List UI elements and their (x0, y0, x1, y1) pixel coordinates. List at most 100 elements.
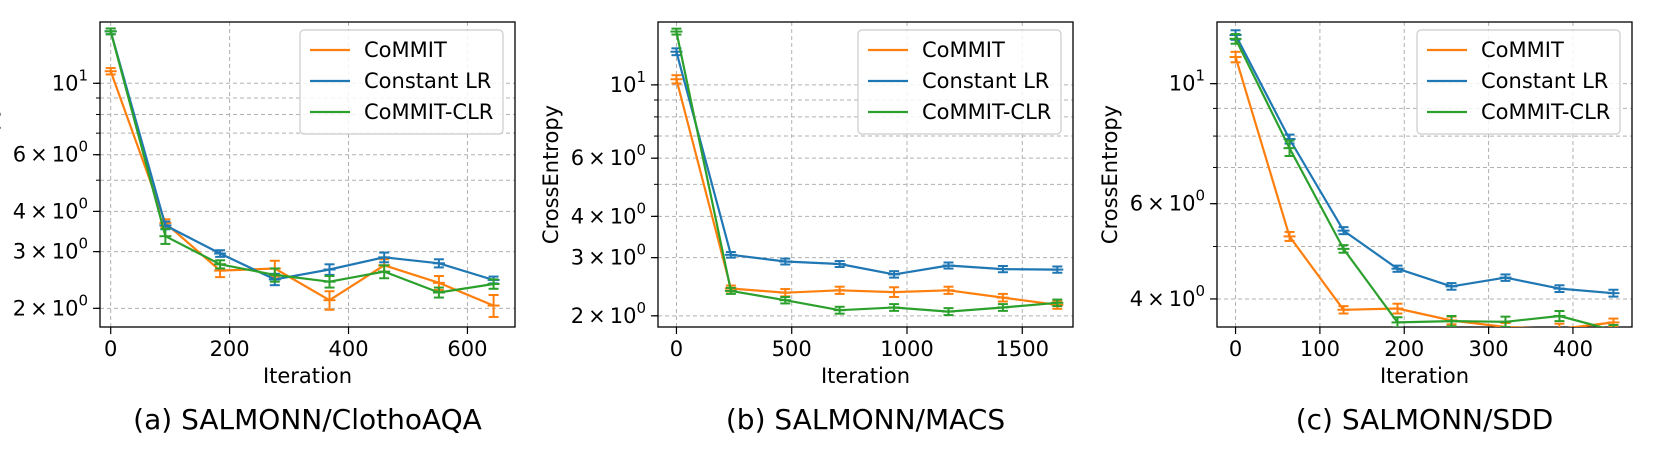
legend-label: CoMMIT (922, 38, 1005, 62)
error-bar (1051, 298, 1064, 308)
error-bar (888, 270, 901, 279)
legend-label: CoMMIT (364, 38, 447, 62)
error-bar (833, 285, 846, 295)
y-axis-label: CrossEntropy (1098, 105, 1122, 244)
x-tick-label: 300 (1469, 337, 1509, 361)
error-bar (1051, 265, 1064, 274)
y-tick-mantissa: 4 (571, 204, 584, 228)
legend-label: Constant LR (922, 69, 1049, 93)
y-tick-exponent: 1 (636, 68, 646, 86)
error-bar (104, 67, 117, 76)
legend-box (299, 29, 504, 135)
x-tick-label: 400 (1553, 337, 1593, 361)
y-tick-label: 101 (52, 66, 88, 95)
error-bar (1337, 305, 1350, 315)
error-bar (724, 286, 737, 295)
y-tick-label: 101 (1169, 67, 1205, 96)
series-line (675, 51, 1058, 276)
error-bar (888, 303, 901, 312)
error-bar (323, 275, 336, 289)
error-bar (942, 307, 955, 317)
y-tick-times: × (588, 304, 606, 328)
y-tick-label: 3 × 100 (13, 235, 88, 264)
x-tick-label: 200 (1384, 337, 1424, 361)
x-tick-label: 0 (104, 337, 117, 361)
y-tick-mantissa: 6 (1130, 192, 1143, 216)
y-tick-base: 10 (1169, 287, 1196, 311)
y-tick-label: 6 × 100 (1130, 187, 1205, 216)
y-tick-base: 10 (52, 296, 79, 320)
y-tick-exponent: 0 (636, 299, 646, 317)
legend-label: CoMMIT (1481, 38, 1564, 62)
error-bar (996, 265, 1009, 274)
y-tick-label: 4 × 100 (571, 199, 646, 228)
y-tick-label: 4 × 100 (13, 194, 88, 223)
y-tick-exponent: 1 (78, 66, 88, 84)
error-bar (888, 286, 901, 299)
error-bar (323, 263, 336, 276)
error-bar (1283, 230, 1296, 242)
error-bar (1608, 324, 1619, 327)
y-tick-exponent: 0 (78, 194, 88, 212)
series-line (1234, 38, 1606, 327)
error-bar (724, 251, 737, 259)
error-bar (214, 259, 227, 270)
x-tick-label: 100 (1300, 337, 1340, 361)
y-tick-mantissa: 4 (13, 199, 26, 223)
y-tick-exponent: 0 (78, 235, 88, 253)
y-tick-label: 6 × 100 (571, 141, 646, 170)
x-axis-label: Iteration (263, 364, 352, 388)
y-tick-base: 10 (610, 73, 637, 97)
error-bar (1337, 244, 1350, 254)
error-bar (378, 251, 391, 264)
x-tick-label: 600 (447, 337, 487, 361)
y-tick-label: 6 × 100 (13, 138, 88, 167)
x-axis-label: Iteration (821, 364, 910, 388)
y-tick-exponent: 0 (1195, 282, 1205, 300)
y-tick-mantissa: 3 (13, 240, 26, 264)
y-tick-base: 10 (52, 143, 79, 167)
error-bar (214, 249, 227, 258)
series-line (1234, 56, 1614, 327)
data-layer (104, 27, 500, 318)
error-bar (1283, 139, 1296, 157)
error-bar (432, 258, 445, 269)
axes-frame (657, 21, 1074, 328)
error-bar (432, 286, 445, 299)
y-tick-label: 2 × 100 (13, 291, 88, 320)
y-tick-base: 10 (610, 246, 637, 270)
error-bar (1229, 50, 1242, 64)
y-tick-base: 10 (610, 304, 637, 328)
error-bar (487, 294, 500, 318)
series-line (675, 79, 1058, 306)
legend-box (857, 29, 1062, 135)
error-bar (833, 260, 846, 269)
y-tick-times: × (1147, 287, 1165, 311)
subplot-caption: (a) SALMONN/ClothoAQA (133, 403, 482, 436)
y-tick-exponent: 0 (636, 141, 646, 159)
x-tick-label: 1500 (996, 337, 1049, 361)
y-tick-times: × (30, 143, 48, 167)
error-bar (942, 285, 955, 295)
legend-label: CoMMIT-CLR (1481, 100, 1610, 124)
data-layer (1229, 29, 1620, 327)
x-tick-label: 0 (670, 337, 683, 361)
error-bar (996, 292, 1009, 303)
error-bar (1229, 33, 1242, 45)
error-bar (1391, 264, 1404, 273)
error-bar (670, 74, 683, 85)
error-bar (1553, 310, 1566, 323)
y-tick-mantissa: 6 (571, 146, 584, 170)
error-bar (1499, 273, 1512, 282)
error-bar (779, 296, 792, 305)
y-tick-exponent: 0 (636, 241, 646, 259)
y-tick-label: 101 (610, 68, 646, 97)
axes-frame (99, 21, 516, 328)
series-line (109, 31, 494, 294)
y-tick-base: 10 (1169, 192, 1196, 216)
y-tick-mantissa: 6 (13, 143, 26, 167)
error-bar (670, 27, 683, 36)
y-tick-times: × (1147, 192, 1165, 216)
